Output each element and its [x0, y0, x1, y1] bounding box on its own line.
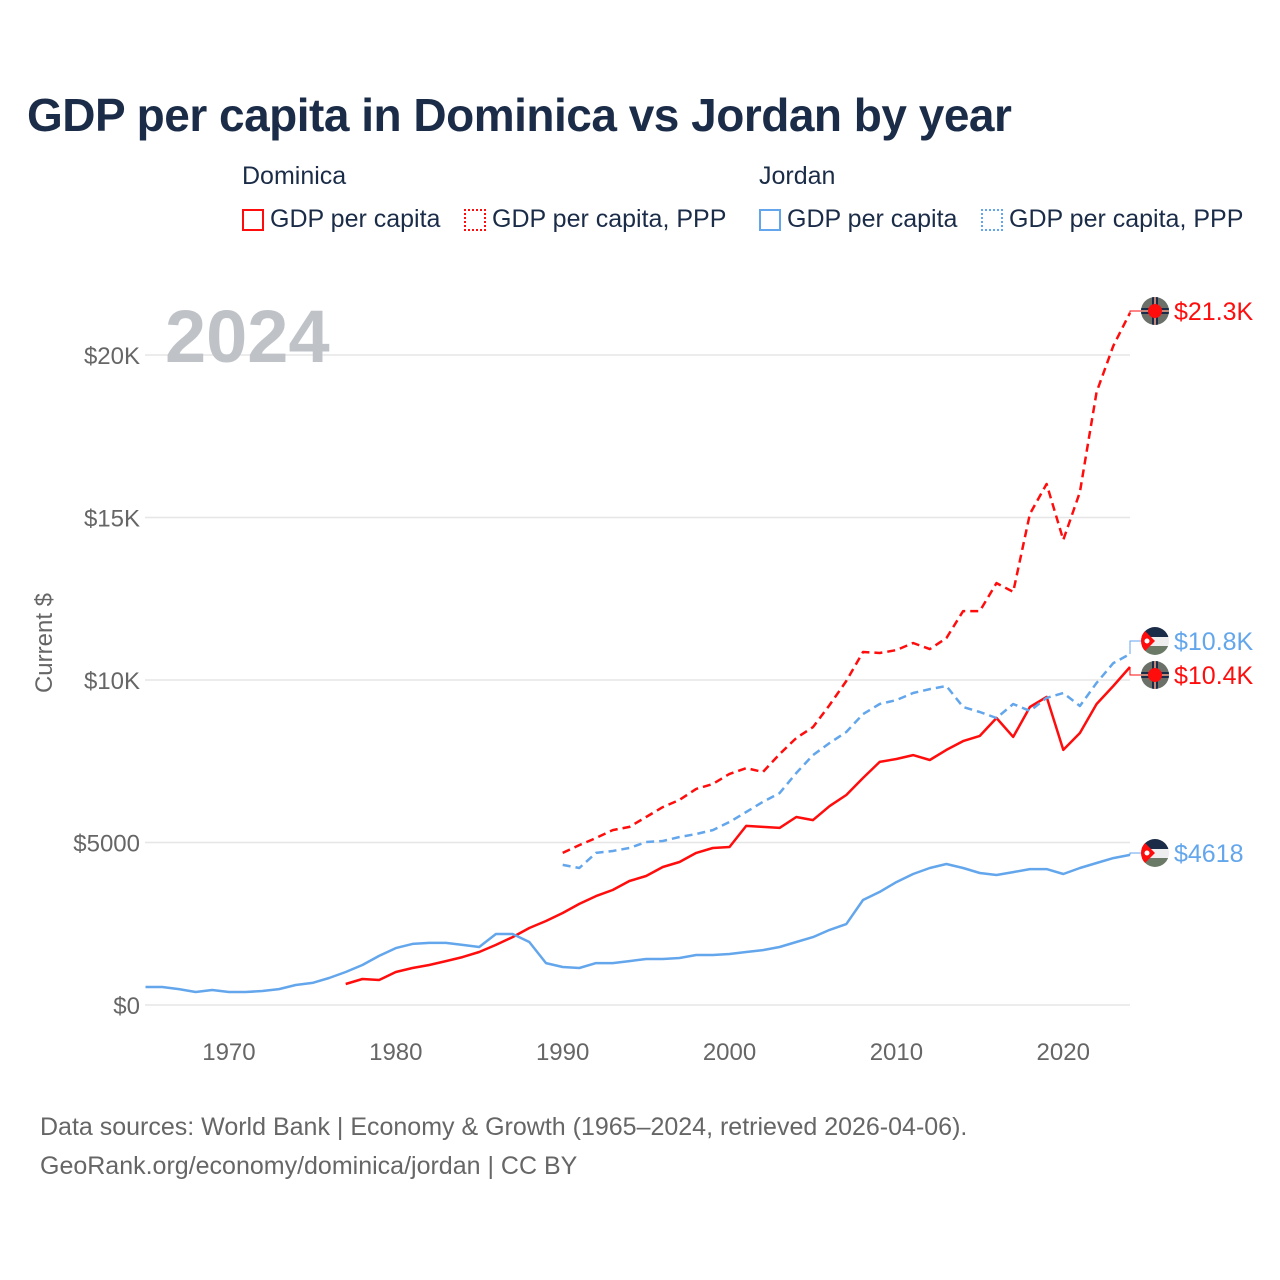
dominica-flag-icon — [1141, 297, 1169, 325]
end-label-connector — [1129, 852, 1141, 855]
legend-item-jordan-ppp[interactable]: GDP per capita, PPP — [981, 205, 1243, 234]
legend-swatch-dotted-blue — [981, 208, 1003, 231]
footer: Data sources: World Bank | Economy & Gro… — [40, 1108, 967, 1186]
y-axis-label: Current $ — [31, 593, 58, 693]
legend-label: GDP per capita — [787, 205, 958, 233]
end-value-label: $10.4K — [1174, 662, 1254, 690]
y-tick-label: $20K — [84, 343, 140, 370]
end-value-label: $21.3K — [1174, 298, 1254, 326]
legend-label: GDP per capita, PPP — [1009, 205, 1244, 233]
jordan-flag-icon — [1141, 627, 1169, 655]
x-tick-label: 2010 — [870, 1039, 923, 1066]
legend-label: GDP per capita — [270, 205, 441, 233]
chart-title: GDP per capita in Dominica vs Jordan by … — [27, 89, 1012, 141]
x-tick-label: 1970 — [202, 1039, 255, 1066]
x-tick-label: 1980 — [369, 1039, 422, 1066]
series-line-jordan-gdp-per-capita — [145, 853, 1131, 994]
legend-group-dominica: Dominica — [242, 162, 347, 190]
legend-swatch-solid-red — [242, 208, 264, 231]
end-label-connector — [1129, 667, 1141, 676]
end-label-connector — [1129, 640, 1141, 654]
x-tick-label: 1990 — [536, 1039, 589, 1066]
x-tick-label: 2020 — [1037, 1039, 1090, 1066]
series-line-jordan-gdp-per-capita-ppp — [562, 652, 1131, 870]
x-tick-label: 2000 — [703, 1039, 756, 1066]
series-line-dominica-gdp-per-capita — [345, 666, 1131, 986]
legend-item-dominica-gdp[interactable]: GDP per capita — [242, 205, 440, 234]
legend-group-jordan: Jordan — [759, 162, 836, 190]
footer-sources: Data sources: World Bank | Economy & Gro… — [40, 1113, 968, 1141]
legend-swatch-dotted-red — [464, 208, 486, 231]
legend-label: GDP per capita, PPP — [492, 205, 727, 233]
legend-item-jordan-gdp[interactable]: GDP per capita — [759, 205, 957, 234]
end-label-connector — [1129, 310, 1141, 313]
legend-item-dominica-ppp[interactable]: GDP per capita, PPP — [464, 205, 726, 234]
y-tick-label: $0 — [113, 993, 140, 1020]
end-value-label: $4618 — [1174, 840, 1244, 868]
series-line-dominica-gdp-per-capita-ppp — [562, 312, 1132, 855]
y-tick-label: $15K — [84, 506, 140, 533]
end-value-label: $10.8K — [1174, 628, 1254, 656]
y-tick-label: $10K — [84, 668, 140, 695]
footer-link[interactable]: GeoRank.org/economy/dominica/jordan | CC… — [40, 1152, 578, 1180]
y-tick-label: $5000 — [73, 831, 140, 858]
jordan-flag-icon — [1141, 839, 1169, 867]
dominica-flag-icon — [1141, 661, 1169, 689]
legend-swatch-solid-blue — [759, 208, 781, 231]
year-watermark: 2024 — [165, 295, 330, 378]
